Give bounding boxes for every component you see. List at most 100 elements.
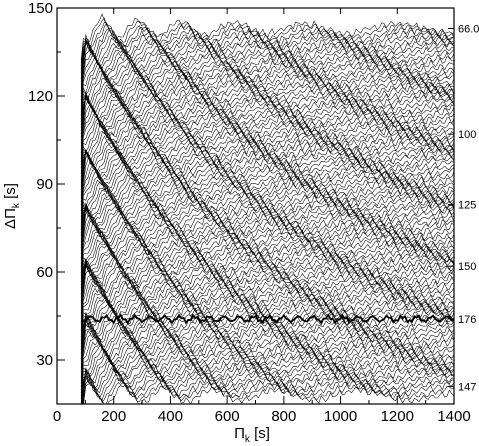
ridge-curve — [80, 249, 454, 295]
ridge-curve — [80, 27, 454, 73]
ridge-curve — [80, 348, 454, 397]
ridge-curve — [80, 206, 454, 255]
x-axis-title: Πk [s] — [234, 425, 270, 445]
ridge-curve — [80, 280, 454, 326]
ridge-curve — [80, 235, 454, 280]
ridge-curve — [80, 192, 454, 236]
ridge-curve — [80, 148, 454, 193]
ridge-curve — [80, 28, 454, 76]
ridge-curve — [80, 195, 454, 239]
ridge-curve — [80, 258, 454, 304]
right-label: 150 — [458, 261, 476, 273]
ridge-curve — [80, 92, 454, 138]
ridge-curve — [80, 118, 454, 166]
y-tick-label: 150 — [28, 0, 53, 17]
ridge-curve — [80, 256, 454, 301]
x-tick-label: 200 — [101, 408, 126, 425]
ridge-curve — [80, 35, 454, 79]
ridge-curve — [80, 91, 454, 141]
ridge-curve — [80, 60, 454, 107]
ridge-curve — [80, 327, 454, 372]
ridge-curve — [80, 278, 454, 323]
x-tick-label: 400 — [158, 408, 183, 425]
right-labels: 66.0 100 125 150 176 147 — [448, 24, 479, 393]
ridge-curve — [80, 150, 454, 199]
ridge-curve — [80, 189, 454, 233]
ridge-curve — [80, 49, 454, 98]
ridge-curve — [80, 17, 454, 64]
ridge-curve — [80, 353, 454, 400]
y-tick-label: 120 — [28, 88, 53, 105]
ridge-curve — [80, 13, 454, 61]
ridge-curve — [80, 246, 454, 292]
ridge-curve — [80, 332, 454, 378]
ridge-curve — [80, 55, 454, 104]
y-tick-label: 90 — [36, 176, 53, 193]
ridge-curve — [80, 231, 454, 276]
ridge-curve — [80, 110, 454, 159]
x-tick-label: 600 — [215, 408, 240, 425]
ridge-curve — [80, 90, 454, 135]
right-label: 176 — [458, 314, 476, 326]
ridge-curve — [80, 78, 454, 122]
curve-group — [80, 13, 454, 404]
y-tick-label: 30 — [36, 352, 53, 369]
ridge-curve — [80, 274, 454, 320]
ridge-curve — [80, 181, 454, 227]
x-tick-label: 800 — [271, 408, 296, 425]
x-tick-label: 1000 — [324, 408, 357, 425]
ridge-curve — [80, 219, 454, 267]
y-axis: 30 60 90 120 150 — [28, 0, 65, 369]
ridge-curve — [80, 359, 454, 404]
ridge-curve — [80, 214, 454, 261]
x-tick-label: 1200 — [381, 408, 414, 425]
ridge-curve — [80, 216, 454, 264]
right-label: 147 — [458, 381, 476, 393]
x-axis: 0 200 400 600 800 1000 1200 1400 — [53, 8, 471, 425]
ridge-curve — [80, 238, 454, 283]
ridge-curve — [80, 205, 454, 249]
right-label: 66.0 — [458, 24, 479, 36]
ridge-curve — [80, 176, 454, 221]
ridge-curve — [80, 98, 454, 147]
ridge-curve — [80, 122, 454, 169]
ridge-curve — [80, 168, 454, 215]
ridge-curve — [80, 160, 454, 209]
right-label: 100 — [458, 129, 476, 141]
x-tick-label: 0 — [53, 408, 61, 425]
ridge-curve — [80, 135, 454, 181]
ridge-curve — [80, 205, 454, 252]
ridge-curve — [80, 103, 454, 150]
x-tick-label: 1400 — [437, 408, 470, 425]
ridge-curve — [80, 264, 454, 310]
ridge-curve — [80, 81, 454, 125]
ridge-curve — [80, 316, 454, 363]
ridge-curve — [80, 320, 454, 366]
ridge-curve — [80, 298, 454, 344]
ridge-curve — [80, 337, 454, 384]
ridge-curve — [81, 368, 454, 404]
ridge-curve — [80, 261, 454, 307]
ridge-curve — [80, 132, 454, 178]
ridge-curve — [80, 65, 454, 113]
ridge-curve — [80, 179, 454, 224]
ridge-curve — [80, 153, 454, 203]
ridge-curve — [80, 149, 454, 196]
y-tick-label: 60 — [36, 264, 53, 281]
ridge-curve — [80, 348, 454, 394]
ridge-curve — [80, 265, 454, 313]
ridge-curve — [80, 37, 454, 85]
highlighted-curve — [80, 313, 454, 325]
ridge-curve — [80, 63, 454, 110]
ridge-curve — [82, 377, 454, 404]
ridge-curve — [80, 22, 454, 70]
y-axis-title: ΔΠk [s] — [2, 183, 22, 229]
ridge-curve — [80, 335, 454, 381]
ridge-curve — [81, 362, 454, 404]
ridge-curve — [82, 375, 454, 404]
ridge-curve — [80, 291, 454, 335]
ridge-curve — [80, 46, 454, 95]
ridge-curve — [80, 34, 454, 82]
